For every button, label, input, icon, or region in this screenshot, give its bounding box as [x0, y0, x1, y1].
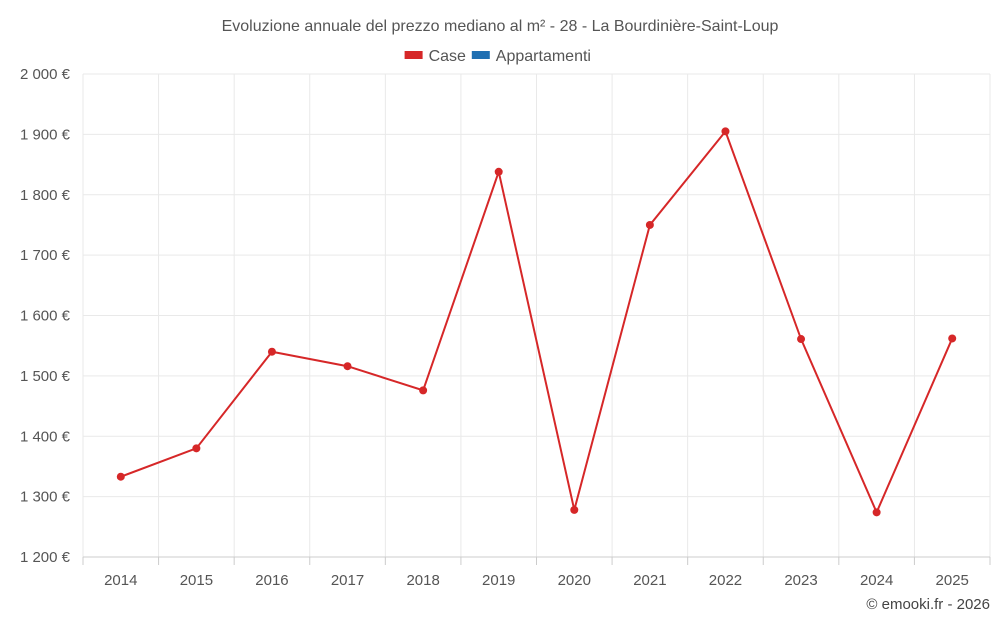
- data-point[interactable]: [570, 505, 579, 514]
- y-tick-label: 1 900 €: [20, 126, 71, 143]
- data-point[interactable]: [872, 508, 881, 517]
- x-tick-label: 2025: [936, 572, 969, 589]
- data-point[interactable]: [343, 362, 352, 371]
- y-tick-label: 1 400 €: [20, 428, 71, 445]
- x-tick-label: 2023: [784, 572, 817, 589]
- y-tick-label: 1 600 €: [20, 308, 71, 325]
- legend-swatch: [404, 51, 423, 59]
- legend-item[interactable]: Case: [404, 48, 466, 65]
- chart-title: Evoluzione annuale del prezzo mediano al…: [222, 18, 779, 35]
- data-point[interactable]: [797, 335, 806, 344]
- data-point[interactable]: [192, 444, 201, 453]
- grid: [82, 73, 991, 557]
- data-point[interactable]: [645, 220, 654, 229]
- series-group: [116, 127, 957, 517]
- x-tick-label: 2014: [104, 572, 137, 589]
- data-point[interactable]: [116, 472, 125, 481]
- x-tick-label: 2016: [255, 572, 288, 589]
- x-tick-label: 2018: [406, 572, 439, 589]
- data-point[interactable]: [267, 347, 276, 356]
- y-axis: 1 200 € 1 300 € 1 400 € 1 500 € 1 600 € 1 700…: [20, 66, 71, 566]
- legend-swatch: [471, 51, 490, 59]
- data-point[interactable]: [494, 167, 503, 176]
- x-tick-label: 2017: [331, 572, 364, 589]
- data-point[interactable]: [948, 334, 957, 343]
- x-tick-label: 2019: [482, 572, 515, 589]
- y-tick-label: 1 500 €: [20, 368, 71, 385]
- legend: Case Appartamenti: [404, 48, 591, 65]
- data-point[interactable]: [721, 127, 730, 136]
- x-tick-label: 2015: [180, 572, 213, 589]
- x-axis: 2014 2015 2016 2017 2018 2019 2020 2021 2022 2023…: [82, 556, 991, 589]
- legend-label: Case: [429, 48, 466, 65]
- y-tick-label: 1 200 €: [20, 549, 71, 566]
- y-tick-label: 1 700 €: [20, 247, 71, 264]
- x-tick-label: 2024: [860, 572, 893, 589]
- data-point[interactable]: [419, 386, 428, 395]
- y-tick-label: 2 000 €: [20, 66, 71, 83]
- x-tick-label: 2020: [558, 572, 591, 589]
- y-tick-label: 1 800 €: [20, 187, 71, 204]
- credit-text: © emooki.fr - 2026: [866, 596, 990, 613]
- x-tick-label: 2022: [709, 572, 742, 589]
- x-tick-label: 2021: [633, 572, 666, 589]
- legend-item[interactable]: Appartamenti: [471, 48, 591, 65]
- legend-label: Appartamenti: [496, 48, 591, 65]
- y-tick-label: 1 300 €: [20, 489, 71, 506]
- series-line-case: [120, 129, 954, 515]
